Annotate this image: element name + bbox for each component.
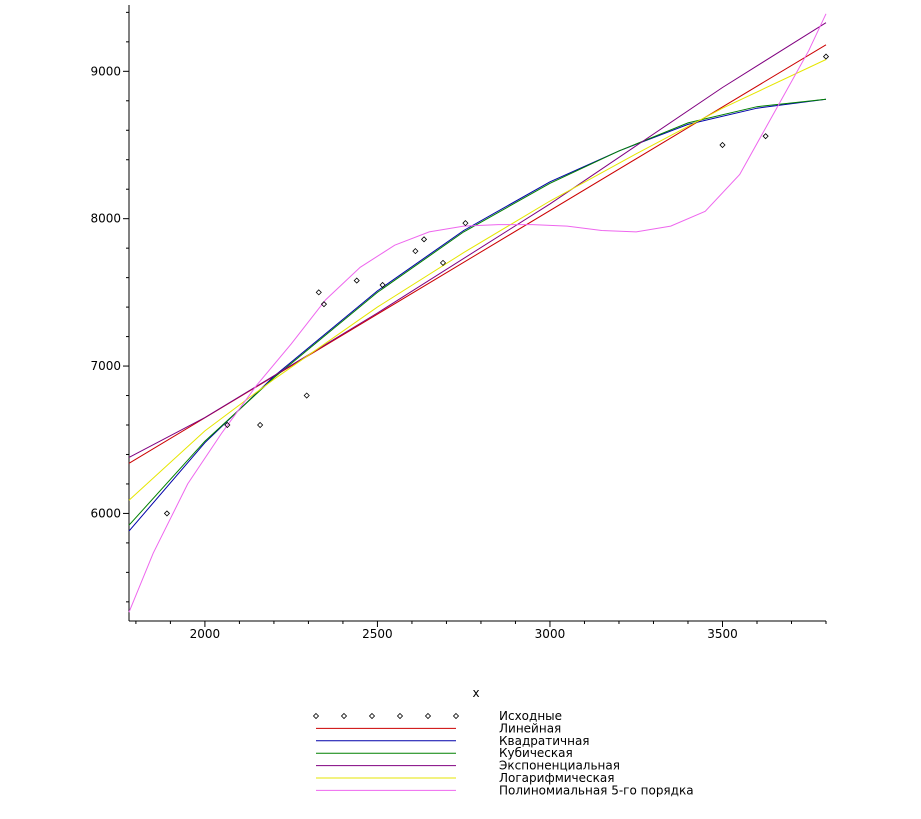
data-point bbox=[353, 277, 360, 284]
legend-marker bbox=[340, 712, 348, 720]
legend-item: Кубическая bbox=[316, 746, 573, 760]
y-tick-label: 9000 bbox=[90, 64, 121, 78]
data-point bbox=[462, 220, 469, 227]
legend-marker bbox=[452, 712, 460, 720]
series-points bbox=[163, 53, 830, 517]
data-point bbox=[303, 392, 310, 399]
legend-label: Экспоненциальная bbox=[499, 759, 620, 773]
data-point bbox=[224, 421, 231, 429]
series-curve bbox=[128, 22, 827, 458]
legend-label: Линейная bbox=[499, 721, 561, 735]
y-tick-label: 6000 bbox=[90, 506, 121, 520]
legend-label: Полиномиальная 5-го порядка bbox=[499, 783, 694, 797]
y-tick-label: 7000 bbox=[90, 359, 121, 373]
legend-item: Экспоненциальная bbox=[316, 759, 620, 773]
data-point bbox=[163, 510, 171, 517]
series-curves bbox=[128, 13, 827, 613]
data-point bbox=[315, 289, 322, 296]
data-point bbox=[719, 141, 726, 149]
legend-label: Кубическая bbox=[499, 746, 573, 760]
x-tick-label: 2000 bbox=[190, 627, 221, 641]
legend-item: Полиномиальная 5-го порядка bbox=[316, 783, 694, 797]
axes: 2000 2500 3000 3500 6000 7000 8000 9000 bbox=[90, 5, 827, 641]
legend-marker bbox=[396, 712, 404, 720]
data-point bbox=[257, 421, 264, 429]
legend-marker bbox=[368, 712, 376, 720]
legend-item: Логарифмическая bbox=[316, 771, 614, 785]
data-point bbox=[379, 281, 386, 289]
legend-label: Логарифмическая bbox=[499, 771, 614, 785]
series-curve bbox=[128, 98, 827, 526]
data-point bbox=[320, 301, 328, 308]
data-point bbox=[822, 53, 830, 60]
x-tick-label: 3500 bbox=[707, 627, 738, 641]
data-point bbox=[762, 133, 769, 140]
series-curve bbox=[128, 59, 827, 501]
legend-item: Квадратичная bbox=[316, 734, 590, 748]
legend-label: Исходные bbox=[499, 709, 562, 723]
series-curve bbox=[128, 13, 827, 613]
legend-item: Линейная bbox=[316, 721, 561, 735]
x-axis-title: x bbox=[472, 686, 479, 700]
legend-label: Квадратичная bbox=[499, 734, 590, 748]
x-tick-label: 3000 bbox=[535, 627, 566, 641]
data-point bbox=[439, 259, 447, 266]
legend-marker bbox=[312, 712, 320, 720]
y-tick-label: 8000 bbox=[90, 212, 121, 226]
x-tick-label: 2500 bbox=[362, 627, 393, 641]
legend-marker bbox=[424, 712, 432, 720]
legend-item: Исходные bbox=[312, 709, 562, 723]
legend: ИсходныеЛинейнаяКвадратичнаяКубическаяЭк… bbox=[312, 709, 694, 797]
data-point bbox=[420, 236, 428, 243]
data-point bbox=[412, 248, 419, 255]
series-curve bbox=[128, 98, 827, 532]
